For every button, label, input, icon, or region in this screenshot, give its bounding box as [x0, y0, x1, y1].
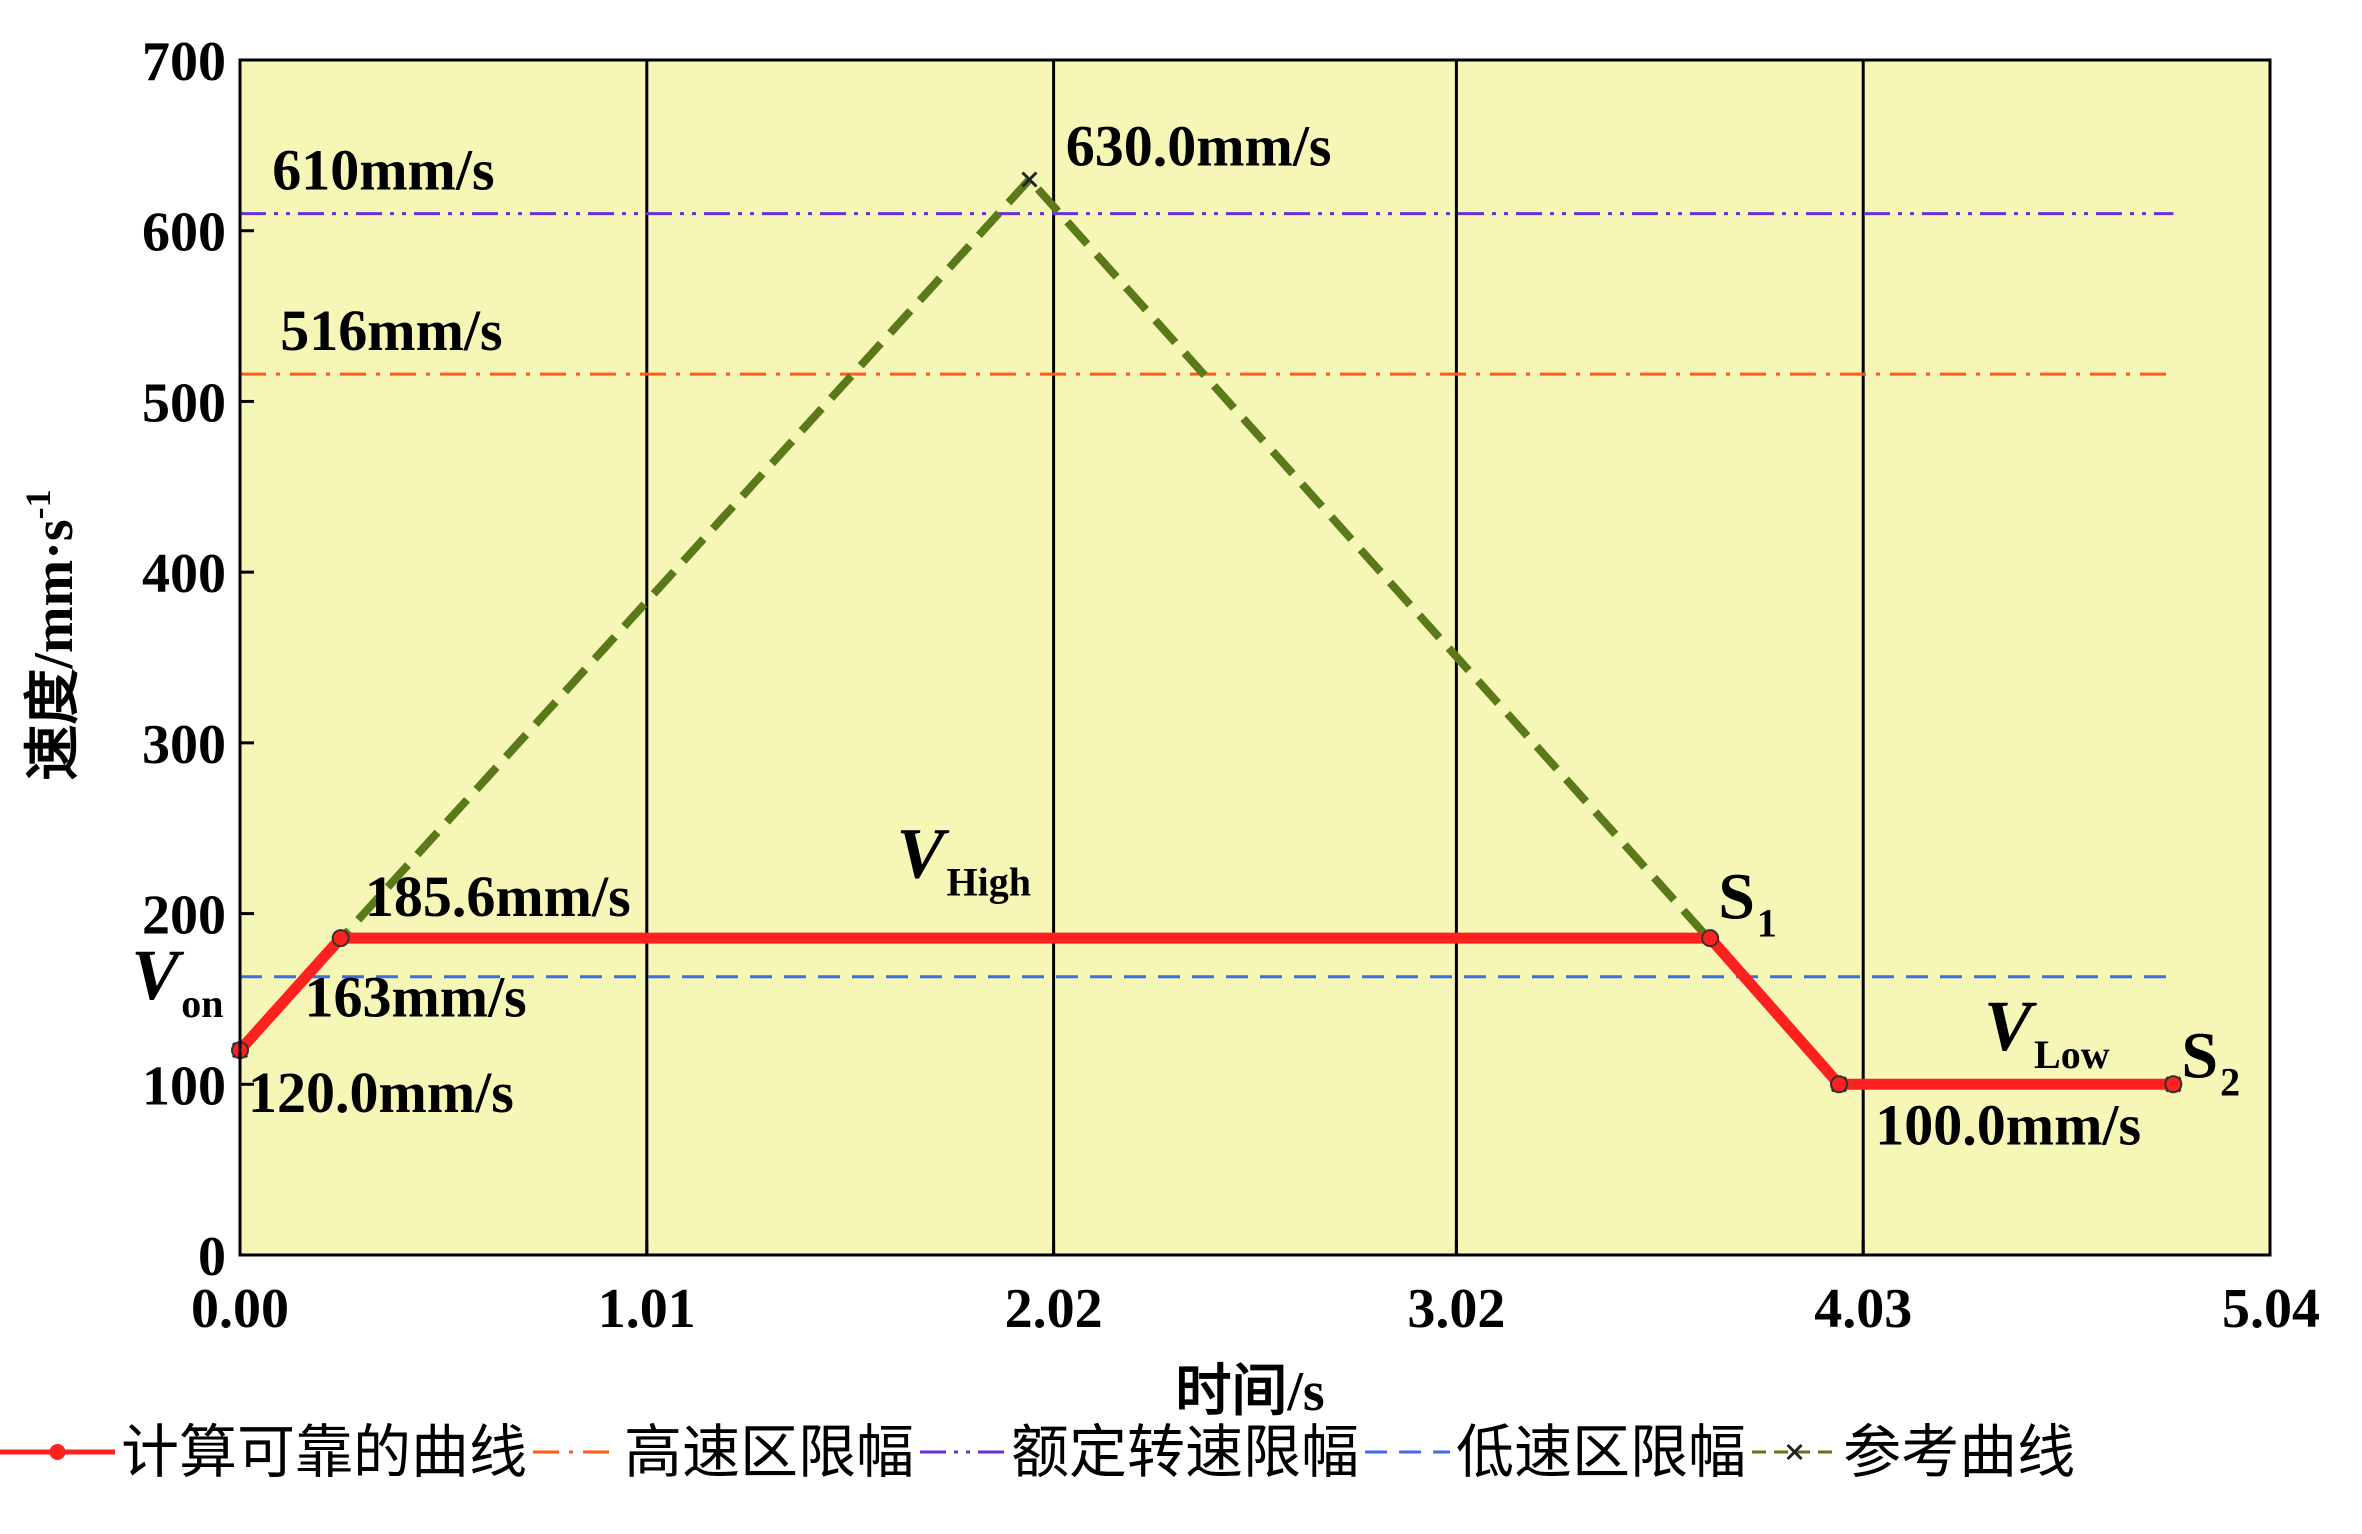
y-tick-label: 100	[142, 1055, 226, 1117]
x-tick-label: 1.01	[598, 1278, 696, 1340]
series-point-0	[331, 929, 350, 948]
annotation-label: 100.0mm/s	[1875, 1092, 2141, 1157]
symbol-V-on: Von	[131, 935, 223, 1026]
annotations: 610mm/s 516mm/s 630.0mm/s 185.6mm/s 163mm/s 1…	[248, 114, 2141, 1158]
legend-entry-label: 低速区限幅	[1456, 1418, 1746, 1486]
symbol-V-High: VHigh	[897, 814, 1032, 905]
annotation-label: 516mm/s	[280, 298, 502, 363]
plot-frame	[238, 58, 2272, 1257]
y-tick-label: 300	[142, 714, 226, 776]
series-point-0	[2164, 1075, 2183, 1094]
x-tick-label: 2.02	[1005, 1278, 1103, 1340]
y-axis-label: 速度/mm·s-1	[18, 489, 85, 780]
legend-swatch-marker	[49, 1444, 66, 1460]
symbol-S-2: S2	[2181, 1019, 2240, 1104]
y-tick-label: 0	[198, 1226, 226, 1288]
legend-entry-label: 额定转速限幅	[1011, 1418, 1359, 1486]
annotation-label: 120.0mm/s	[248, 1060, 514, 1125]
legend-entry-label: 参考曲线	[1843, 1418, 2075, 1486]
y-tick-label: 600	[142, 202, 226, 264]
legend-entry-label: 计算可靠的曲线	[121, 1418, 527, 1486]
x-tick-label: 5.04	[2222, 1278, 2320, 1340]
plot-background	[240, 60, 2270, 1255]
legend-swatch-marker	[1786, 1443, 1803, 1461]
x-tick-label: 3.02	[1407, 1278, 1505, 1340]
symbol-S-1: S1	[1718, 861, 1777, 946]
x-tick-label: 4.03	[1814, 1278, 1912, 1340]
x-axis-label: 时间/s	[1175, 1361, 1324, 1423]
tick-labels: 0.00 1.01 2.02 3.02 4.03 5.04 0 100 200 300 400 500…	[142, 31, 2320, 1340]
legend: 计算可靠的曲线 高速区限幅 额定转速限幅 低速区限幅 参考曲线	[0, 1418, 2075, 1486]
annotation-label: 630.0mm/s	[1066, 114, 1332, 179]
y-axis-label-superscript: -1	[18, 489, 58, 519]
y-tick-label: 200	[142, 885, 226, 947]
series-point-0	[1830, 1075, 1849, 1094]
svg-text:速度/mm·s-1: 速度/mm·s-1	[18, 489, 85, 780]
series-point-4	[1021, 171, 1038, 188]
y-tick-label: 400	[142, 543, 226, 605]
annotation-label: 163mm/s	[304, 965, 526, 1030]
y-tick-label: 500	[142, 372, 226, 434]
annotation-label: 185.6mm/s	[365, 864, 631, 929]
symbol-labels: Von VHigh S1 VLow S2	[131, 814, 2240, 1105]
y-tick-label: 700	[142, 31, 226, 93]
legend-entry-label: 高速区限幅	[624, 1418, 914, 1486]
series-point-0	[1701, 929, 1720, 948]
y-axis-label-main: 速度/mm·s	[23, 519, 85, 780]
x-tick-label: 0.00	[191, 1278, 289, 1340]
series-layer	[231, 171, 2183, 1094]
symbol-V-Low: VLow	[1984, 986, 2110, 1077]
annotation-label: 610mm/s	[272, 138, 494, 203]
